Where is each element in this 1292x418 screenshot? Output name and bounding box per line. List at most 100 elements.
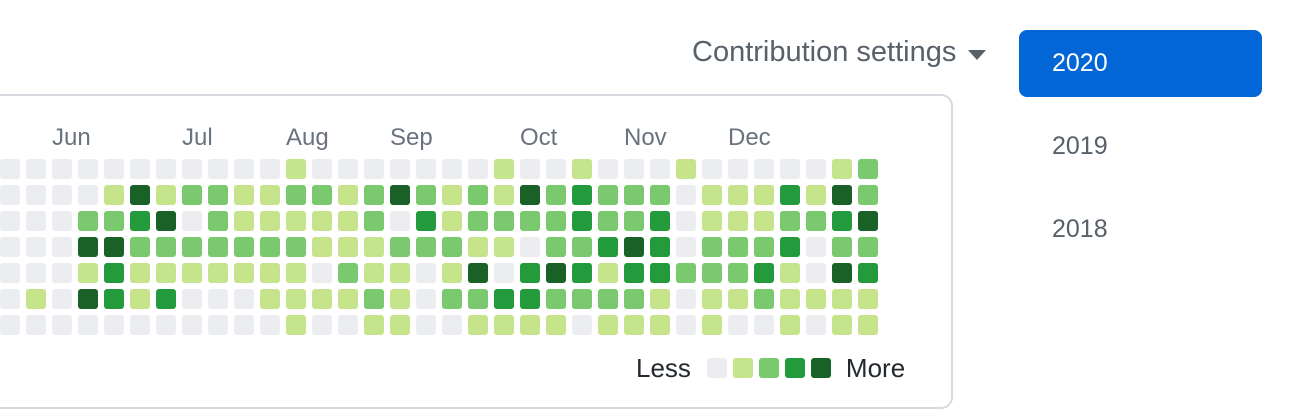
day-cell[interactable] bbox=[52, 315, 72, 335]
day-cell[interactable] bbox=[78, 159, 98, 179]
day-cell[interactable] bbox=[650, 211, 670, 231]
day-cell[interactable] bbox=[312, 185, 332, 205]
day-cell[interactable] bbox=[390, 211, 410, 231]
day-cell[interactable] bbox=[104, 211, 124, 231]
day-cell[interactable] bbox=[806, 289, 826, 309]
day-cell[interactable] bbox=[494, 289, 514, 309]
day-cell[interactable] bbox=[676, 263, 696, 283]
day-cell[interactable] bbox=[754, 315, 774, 335]
day-cell[interactable] bbox=[546, 211, 566, 231]
day-cell[interactable] bbox=[780, 185, 800, 205]
day-cell[interactable] bbox=[754, 237, 774, 257]
day-cell[interactable] bbox=[260, 159, 280, 179]
day-cell[interactable] bbox=[156, 315, 176, 335]
day-cell[interactable] bbox=[572, 211, 592, 231]
day-cell[interactable] bbox=[208, 315, 228, 335]
day-cell[interactable] bbox=[52, 263, 72, 283]
day-cell[interactable] bbox=[338, 211, 358, 231]
day-cell[interactable] bbox=[286, 263, 306, 283]
day-cell[interactable] bbox=[494, 211, 514, 231]
day-cell[interactable] bbox=[832, 263, 852, 283]
day-cell[interactable] bbox=[0, 211, 20, 231]
day-cell[interactable] bbox=[0, 315, 20, 335]
day-cell[interactable] bbox=[78, 237, 98, 257]
day-cell[interactable] bbox=[728, 263, 748, 283]
day-cell[interactable] bbox=[806, 263, 826, 283]
day-cell[interactable] bbox=[572, 237, 592, 257]
day-cell[interactable] bbox=[442, 211, 462, 231]
day-cell[interactable] bbox=[260, 263, 280, 283]
day-cell[interactable] bbox=[312, 315, 332, 335]
day-cell[interactable] bbox=[520, 263, 540, 283]
day-cell[interactable] bbox=[286, 237, 306, 257]
day-cell[interactable] bbox=[780, 159, 800, 179]
day-cell[interactable] bbox=[78, 289, 98, 309]
day-cell[interactable] bbox=[416, 211, 436, 231]
day-cell[interactable] bbox=[364, 263, 384, 283]
day-cell[interactable] bbox=[520, 159, 540, 179]
day-cell[interactable] bbox=[156, 159, 176, 179]
day-cell[interactable] bbox=[754, 185, 774, 205]
year-item-2018[interactable]: 2018 bbox=[1052, 215, 1108, 243]
day-cell[interactable] bbox=[806, 315, 826, 335]
day-cell[interactable] bbox=[598, 263, 618, 283]
day-cell[interactable] bbox=[832, 211, 852, 231]
day-cell[interactable] bbox=[78, 211, 98, 231]
day-cell[interactable] bbox=[832, 315, 852, 335]
day-cell[interactable] bbox=[702, 237, 722, 257]
day-cell[interactable] bbox=[858, 289, 878, 309]
day-cell[interactable] bbox=[0, 185, 20, 205]
day-cell[interactable] bbox=[494, 237, 514, 257]
day-cell[interactable] bbox=[702, 185, 722, 205]
day-cell[interactable] bbox=[390, 289, 410, 309]
day-cell[interactable] bbox=[286, 289, 306, 309]
day-cell[interactable] bbox=[832, 159, 852, 179]
day-cell[interactable] bbox=[572, 159, 592, 179]
day-cell[interactable] bbox=[676, 289, 696, 309]
day-cell[interactable] bbox=[416, 263, 436, 283]
day-cell[interactable] bbox=[260, 237, 280, 257]
day-cell[interactable] bbox=[598, 237, 618, 257]
day-cell[interactable] bbox=[182, 289, 202, 309]
day-cell[interactable] bbox=[208, 263, 228, 283]
day-cell[interactable] bbox=[182, 237, 202, 257]
day-cell[interactable] bbox=[494, 159, 514, 179]
day-cell[interactable] bbox=[676, 185, 696, 205]
day-cell[interactable] bbox=[312, 289, 332, 309]
day-cell[interactable] bbox=[390, 185, 410, 205]
day-cell[interactable] bbox=[702, 289, 722, 309]
day-cell[interactable] bbox=[390, 237, 410, 257]
day-cell[interactable] bbox=[182, 263, 202, 283]
day-cell[interactable] bbox=[130, 237, 150, 257]
day-cell[interactable] bbox=[702, 159, 722, 179]
day-cell[interactable] bbox=[416, 237, 436, 257]
day-cell[interactable] bbox=[260, 211, 280, 231]
day-cell[interactable] bbox=[832, 185, 852, 205]
day-cell[interactable] bbox=[468, 159, 488, 179]
day-cell[interactable] bbox=[364, 185, 384, 205]
day-cell[interactable] bbox=[208, 289, 228, 309]
day-cell[interactable] bbox=[182, 185, 202, 205]
day-cell[interactable] bbox=[858, 211, 878, 231]
day-cell[interactable] bbox=[26, 211, 46, 231]
day-cell[interactable] bbox=[390, 263, 410, 283]
day-cell[interactable] bbox=[104, 263, 124, 283]
day-cell[interactable] bbox=[52, 237, 72, 257]
day-cell[interactable] bbox=[286, 211, 306, 231]
day-cell[interactable] bbox=[130, 185, 150, 205]
day-cell[interactable] bbox=[754, 263, 774, 283]
day-cell[interactable] bbox=[494, 315, 514, 335]
day-cell[interactable] bbox=[676, 211, 696, 231]
day-cell[interactable] bbox=[364, 315, 384, 335]
day-cell[interactable] bbox=[728, 315, 748, 335]
day-cell[interactable] bbox=[260, 185, 280, 205]
day-cell[interactable] bbox=[52, 211, 72, 231]
day-cell[interactable] bbox=[26, 289, 46, 309]
day-cell[interactable] bbox=[546, 185, 566, 205]
day-cell[interactable] bbox=[468, 237, 488, 257]
day-cell[interactable] bbox=[520, 237, 540, 257]
day-cell[interactable] bbox=[650, 185, 670, 205]
day-cell[interactable] bbox=[650, 263, 670, 283]
day-cell[interactable] bbox=[208, 185, 228, 205]
day-cell[interactable] bbox=[858, 185, 878, 205]
